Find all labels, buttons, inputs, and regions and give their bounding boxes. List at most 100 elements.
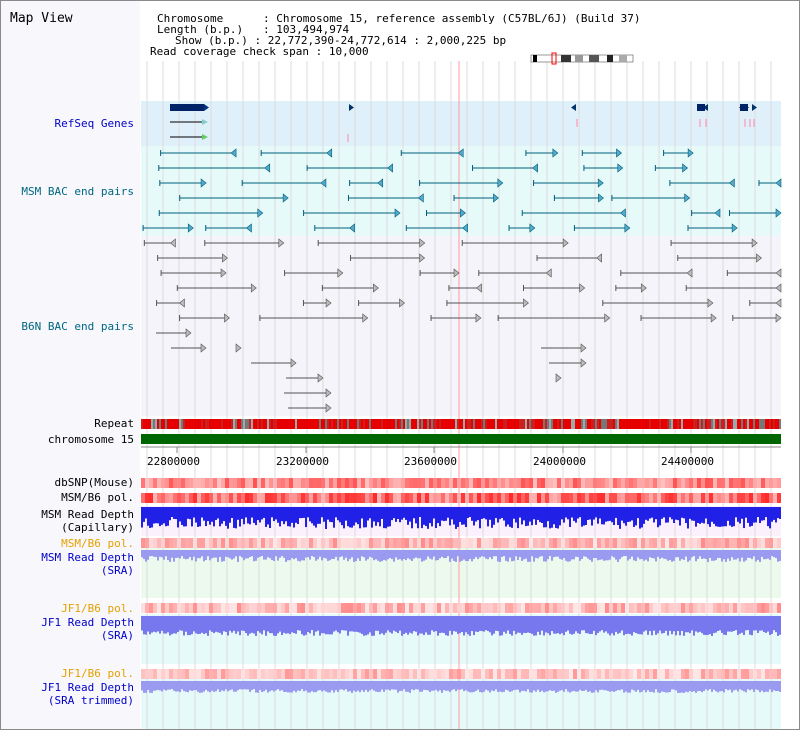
track-label-refseq[interactable]: RefSeq Genes	[54, 117, 134, 130]
heat-cell	[313, 669, 317, 679]
depth-bar	[489, 616, 491, 633]
heat-cell	[721, 603, 725, 613]
repeat-block	[157, 419, 159, 429]
depth-bar	[653, 507, 655, 523]
track-label-msm-depth-sra[interactable]: MSM Read Depth (SRA)	[41, 551, 134, 577]
depth-bar	[725, 507, 727, 527]
heat-cell	[173, 603, 177, 613]
track-label-jf1-depth-sra[interactable]: JF1 Read Depth (SRA)	[41, 616, 134, 642]
depth-bar	[229, 507, 231, 523]
depth-bar	[605, 681, 607, 691]
depth-bar	[263, 507, 265, 518]
heat-cell	[237, 478, 241, 488]
track-label-msm-b6-pol[interactable]: MSM/B6 pol.	[61, 491, 134, 504]
depth-bar	[467, 616, 469, 635]
heat-cell	[621, 493, 625, 503]
track-label-dbsnp[interactable]: dbSNP(Mouse)	[54, 476, 134, 489]
depth-bar	[193, 616, 195, 632]
heat-cell	[429, 493, 433, 503]
depth-bar	[253, 507, 255, 523]
heat-cell	[493, 669, 497, 679]
heat-cell	[297, 493, 301, 503]
track-label-b6n-bac[interactable]: B6N BAC end pairs	[21, 320, 134, 333]
repeat-block	[561, 419, 563, 429]
heat-cell	[517, 603, 521, 613]
track-label-msm-bac[interactable]: MSM BAC end pairs	[21, 185, 134, 198]
heat-cell	[741, 538, 745, 548]
depth-bar	[359, 550, 361, 561]
heat-cell	[293, 603, 297, 613]
track-label-msm-depth-cap[interactable]: MSM Read Depth (Capillary)	[41, 508, 134, 534]
repeat-block	[661, 419, 663, 429]
track-label-jf1-b6-pol[interactable]: JF1/B6 pol.	[61, 602, 134, 615]
depth-bar	[305, 681, 307, 691]
heat-cell	[417, 538, 421, 548]
depth-bar	[425, 507, 427, 527]
depth-bar	[163, 507, 165, 524]
depth-bar	[297, 550, 299, 561]
bac-end-arrow	[220, 268, 227, 278]
depth-bar	[409, 616, 411, 633]
bac-end-arrow	[493, 193, 499, 203]
depth-bar	[771, 550, 773, 557]
repeat-block	[699, 419, 701, 429]
depth-bar	[369, 681, 371, 691]
depth-bar	[295, 550, 297, 559]
depth-bar	[601, 507, 603, 525]
depth-bar	[159, 550, 161, 557]
track-label-chromosome[interactable]: chromosome 15	[47, 433, 134, 446]
depth-bar	[609, 681, 611, 692]
heat-cell	[245, 493, 249, 503]
depth-bar	[317, 616, 319, 631]
depth-bar	[779, 616, 781, 635]
depth-bar	[567, 550, 569, 562]
depth-bar	[331, 550, 333, 559]
depth-bar	[379, 681, 381, 692]
depth-bar	[711, 681, 713, 692]
depth-bar	[307, 616, 309, 633]
heat-cell	[257, 603, 261, 613]
track-label-jf1-b6-pol-2[interactable]: JF1/B6 pol.	[61, 667, 134, 680]
depth-bar	[547, 616, 549, 634]
bac-end-arrow	[399, 298, 405, 308]
track-label-msm-b6-pol-2[interactable]: MSM/B6 pol.	[61, 537, 134, 550]
depth-bar	[279, 550, 281, 558]
heat-cell	[453, 603, 457, 613]
depth-bar	[353, 681, 355, 691]
repeat-block	[703, 419, 705, 429]
depth-bar	[235, 616, 237, 634]
heat-cell	[653, 493, 657, 503]
track-label-jf1-depth-trim[interactable]: JF1 Read Depth (SRA trimmed)	[41, 681, 134, 707]
depth-bar	[443, 550, 445, 559]
depth-bar	[545, 681, 547, 692]
gene-arrow	[752, 104, 757, 111]
repeat-block	[311, 419, 313, 429]
depth-bar	[701, 550, 703, 559]
depth-bar	[753, 616, 755, 631]
heat-cell	[689, 478, 693, 488]
depth-bar	[679, 616, 681, 636]
depth-bar	[249, 550, 251, 558]
depth-bar	[583, 550, 585, 557]
repeat-block	[155, 419, 157, 429]
heat-cell	[417, 478, 421, 488]
depth-bar	[519, 550, 521, 557]
heat-cell	[265, 493, 269, 503]
depth-bar	[417, 550, 419, 559]
depth-bar	[529, 550, 531, 562]
track-label-repeat[interactable]: Repeat	[94, 417, 134, 430]
depth-bar	[677, 507, 679, 521]
depth-bar	[685, 507, 687, 524]
heat-cell	[357, 493, 361, 503]
depth-bar	[241, 507, 243, 519]
repeat-block	[395, 419, 397, 429]
depth-bar	[601, 616, 603, 631]
heat-cell	[589, 603, 593, 613]
repeat-block	[381, 419, 383, 429]
ideogram-band	[607, 55, 613, 62]
depth-bar	[503, 507, 505, 521]
depth-bar	[601, 681, 603, 690]
depth-bar	[489, 681, 491, 693]
heat-cell	[193, 538, 197, 548]
